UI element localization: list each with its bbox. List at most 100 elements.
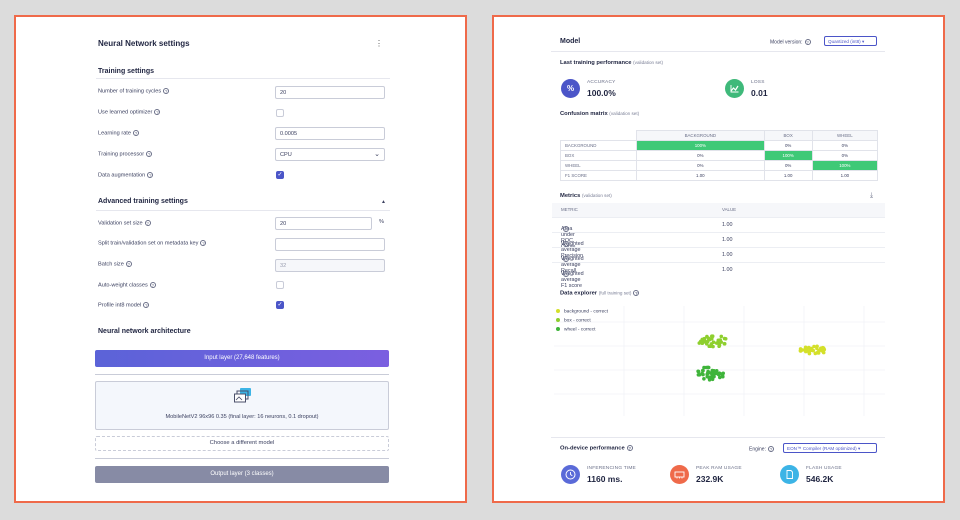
help-icon[interactable]: ? (146, 151, 153, 157)
help-icon[interactable]: ? (149, 282, 156, 288)
scatter-point (712, 374, 716, 379)
matrix-cell: 100% (763, 150, 813, 161)
peak-ram-label: PEAK RAM USAGE (696, 466, 742, 471)
metrics-row: Weighted average Recall? 1.00 (552, 248, 885, 274)
help-icon[interactable]: ? (163, 88, 170, 94)
help-icon[interactable]: ? (767, 446, 774, 452)
choose-model-button[interactable]: Choose a different model (95, 436, 389, 451)
training-settings-heading: Training settings (98, 68, 155, 75)
row-header: BOX (560, 150, 637, 161)
panel-title: Neural Network settings (98, 39, 190, 48)
model-description: MobileNetV2 96x96 0.35 (final layer: 16 … (165, 414, 319, 420)
learned-optimizer-label: Use learned optimizer? (98, 109, 161, 116)
scatter-point (718, 375, 722, 380)
accuracy-value: 100.0% (587, 88, 616, 98)
corner-cell (561, 131, 637, 141)
scatter-point (700, 340, 705, 344)
legend-swatch (556, 309, 560, 313)
model-version-select[interactable]: Quantized (int8) ▾ (824, 36, 877, 46)
scatter-point (719, 334, 724, 339)
profile-int8-checkbox[interactable]: ✓ (276, 301, 284, 309)
f1-cell: 1.00 (763, 170, 813, 181)
help-icon[interactable]: ? (154, 109, 161, 115)
scatter-point (705, 334, 709, 339)
scatter-point (820, 346, 825, 350)
help-icon[interactable]: ? (200, 240, 207, 246)
learning-rate-input[interactable]: 0.0005 (275, 127, 385, 140)
matrix-cell: 0% (636, 150, 765, 161)
data-explorer-heading: Data explorer (full training set)? (560, 290, 640, 297)
model-panel: Model Model version:? Quantized (int8) ▾… (492, 15, 945, 503)
chevron-down-icon: ▾ (861, 39, 865, 44)
data-augmentation-checkbox[interactable]: ✓ (276, 171, 284, 179)
metrics-heading: Metrics (validation set) (560, 193, 612, 199)
help-icon[interactable]: ? (144, 220, 151, 226)
f1-cell: 1.00 (811, 170, 879, 181)
help-icon[interactable]: ? (563, 226, 569, 232)
collapse-icon[interactable]: ▲ (381, 199, 386, 205)
divider (95, 374, 389, 375)
training-processor-select[interactable]: CPU ⌄ (275, 148, 385, 161)
loss-value: 0.01 (751, 88, 768, 98)
scatter-point (714, 341, 719, 345)
scatter-point (812, 344, 816, 349)
neural-network-settings-panel: Neural Network settings ⋮ Training setti… (14, 15, 467, 503)
training-cycles-label: Number of training cycles? (98, 88, 170, 95)
help-icon[interactable]: ? (132, 130, 139, 136)
help-icon[interactable]: ? (563, 256, 569, 262)
flash-storage-icon (780, 465, 799, 484)
scatter-point (719, 372, 724, 376)
batch-size-input[interactable]: 32 (275, 259, 385, 272)
batch-size-label: Batch size? (98, 261, 132, 268)
learned-optimizer-checkbox[interactable] (276, 109, 284, 117)
help-icon[interactable]: ? (633, 290, 640, 296)
output-layer-block[interactable]: Output layer (3 classes) (95, 466, 389, 483)
model-block[interactable]: MobileNetV2 96x96 0.35 (final layer: 16 … (95, 381, 389, 430)
engine-select[interactable]: EON™ Compiler (RAM optimized) ▾ (783, 443, 877, 453)
scatter-point (722, 336, 727, 341)
metric-value: 1.00 (722, 252, 733, 258)
chevron-down-icon: ▾ (857, 446, 861, 451)
scatter-point (811, 348, 815, 353)
column-header: BOX (763, 130, 813, 141)
scatter-point (714, 369, 719, 373)
scatter-point (709, 371, 713, 375)
download-icon[interactable]: ⤓ (870, 192, 874, 199)
divider (96, 210, 390, 211)
scatter-point (702, 377, 706, 381)
scatter-point (705, 339, 710, 344)
help-icon[interactable]: ? (563, 271, 569, 277)
row-header: F1 SCORE (560, 170, 637, 181)
help-icon[interactable]: ? (626, 445, 633, 451)
validation-size-input[interactable]: 20 (275, 217, 372, 230)
scatter-point (697, 373, 702, 377)
metric-value: 1.00 (722, 267, 733, 273)
training-cycles-input[interactable]: 20 (275, 86, 385, 99)
help-icon[interactable]: ? (147, 172, 154, 178)
row-header: WHEEL (560, 160, 637, 171)
more-options-icon[interactable]: ⋮ (375, 39, 383, 48)
metadata-key-input[interactable] (275, 238, 385, 251)
auto-weight-checkbox[interactable] (276, 281, 284, 289)
metrics-header-row: METRIC VALUE (552, 203, 885, 218)
data-explorer-plot[interactable]: background - correct box - correct wheel… (554, 306, 885, 416)
clock-icon (561, 465, 580, 484)
scatter-point (705, 372, 709, 377)
divider (95, 458, 389, 459)
input-layer-block[interactable]: Input layer (27,648 features) (95, 350, 389, 367)
matrix-cell: 0% (763, 140, 813, 151)
flash-usage-value: 546.2K (806, 474, 834, 484)
help-icon[interactable]: ? (125, 261, 132, 267)
data-augmentation-label: Data augmentation? (98, 172, 154, 179)
scatter-point (717, 343, 722, 348)
help-icon[interactable]: ? (143, 302, 150, 308)
legend-item: box - correct (556, 318, 591, 323)
help-icon[interactable]: ? (804, 39, 811, 45)
metrics-row: Weighted average F1 score? 1.00 (561, 267, 733, 289)
legend-swatch (556, 318, 560, 322)
scatter-point (696, 369, 700, 374)
scatter-point (712, 372, 716, 376)
inferencing-time-value: 1160 ms. (587, 474, 623, 484)
help-icon[interactable]: ? (563, 241, 569, 247)
scatter-point (710, 334, 714, 338)
